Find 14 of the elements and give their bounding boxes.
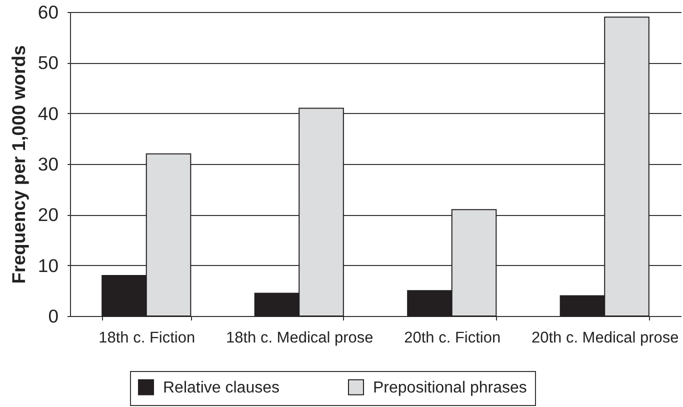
y-tick-label: 0 bbox=[48, 306, 58, 326]
x-tick-label: 18th c. Fiction bbox=[98, 330, 196, 346]
y-tick-label: 30 bbox=[38, 154, 58, 174]
y-tick-label: 50 bbox=[38, 52, 58, 74]
y-axis-title: Frequency per 1,000 words bbox=[8, 45, 29, 284]
y-tick-label: 20 bbox=[38, 204, 58, 226]
legend-label: Relative clauses bbox=[163, 379, 280, 396]
x-tick-label: 18th c. Medical prose bbox=[226, 330, 374, 346]
legend-label: Prepositional phrases bbox=[373, 379, 527, 396]
y-tick-label: 60 bbox=[38, 2, 58, 22]
x-tick-label: 20th c. Medical prose bbox=[531, 330, 679, 346]
y-tick-label: 10 bbox=[38, 254, 58, 276]
x-tick-label: 20th c. Fiction bbox=[404, 330, 501, 346]
y-tick-label: 40 bbox=[38, 102, 58, 124]
